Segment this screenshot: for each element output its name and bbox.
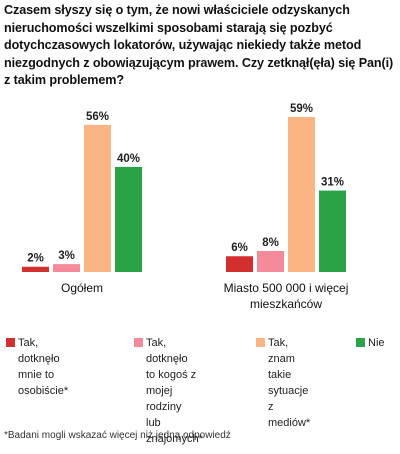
category-label-1: Miasto 500 000 i więcej mieszkańców — [224, 281, 349, 311]
legend-swatch-0 — [6, 338, 15, 347]
legend-label-1: Tak, dotknęło to kogoś z mojej rodziny l… — [146, 337, 203, 445]
data-label-1-3: 31% — [321, 177, 344, 189]
data-label-1-0: 6% — [231, 242, 248, 254]
bar-0-2 — [84, 124, 111, 273]
data-label-1-1: 8% — [262, 237, 279, 249]
legend-swatch-3 — [356, 338, 365, 347]
data-label-0-0: 2% — [27, 253, 44, 265]
bar-chart: 2% 3% 56% 40% Ogółem 6% 8% 59% 31% Miasto 500 000… — [22, 103, 349, 311]
bar-1-2 — [288, 117, 315, 272]
bar-1-0 — [226, 256, 253, 272]
bar-0-1 — [53, 264, 80, 272]
bar-0-3 — [115, 166, 142, 272]
data-label-1-2: 59% — [290, 103, 313, 115]
footnote: *Badani mogli wskazać więcej niż jedną o… — [4, 430, 231, 441]
data-label-0-2: 56% — [86, 111, 109, 123]
legend-label-3: Nie — [368, 337, 385, 349]
bar-1-1 — [257, 250, 284, 272]
bar-0-0 — [22, 266, 49, 272]
bar-1-3 — [319, 190, 346, 272]
legend-swatch-2 — [256, 338, 265, 347]
legend-swatch-1 — [134, 338, 143, 347]
data-label-0-3: 40% — [117, 153, 140, 165]
category-label-0: Ogółem — [61, 281, 103, 295]
legend-label-0: Tak, dotknęło mnie to osobiście* — [18, 337, 69, 397]
legend-label-2: Tak, znam takie sytuacje z mediów* — [268, 337, 311, 429]
chart-title: Czasem słyszy się o tym, że nowi właścic… — [4, 3, 394, 87]
data-label-0-1: 3% — [58, 250, 75, 262]
